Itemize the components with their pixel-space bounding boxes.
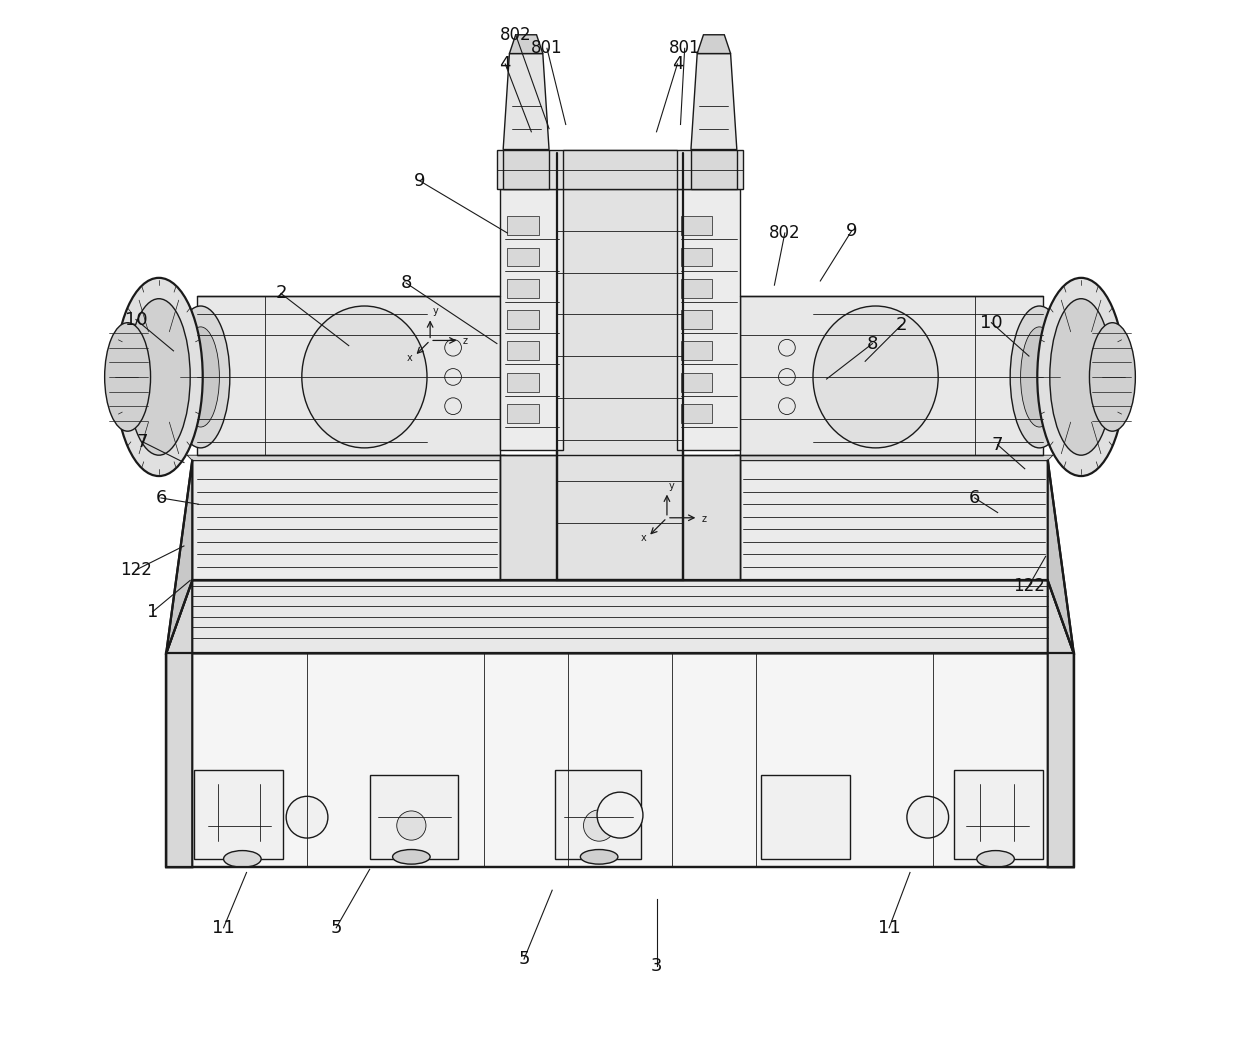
Ellipse shape — [1050, 299, 1112, 455]
Polygon shape — [740, 296, 1043, 455]
FancyBboxPatch shape — [691, 150, 737, 189]
Circle shape — [397, 811, 427, 840]
Ellipse shape — [171, 306, 229, 448]
FancyBboxPatch shape — [507, 311, 538, 328]
FancyBboxPatch shape — [681, 248, 712, 267]
Polygon shape — [500, 189, 563, 450]
Text: 8: 8 — [867, 335, 878, 353]
Polygon shape — [197, 296, 500, 455]
Ellipse shape — [1038, 278, 1125, 476]
Polygon shape — [503, 53, 549, 150]
Text: z: z — [702, 514, 707, 524]
Text: 4: 4 — [672, 55, 683, 73]
FancyBboxPatch shape — [761, 775, 849, 859]
Text: 6: 6 — [968, 488, 981, 507]
Circle shape — [286, 796, 327, 838]
Circle shape — [596, 792, 644, 838]
Polygon shape — [1048, 581, 1074, 867]
FancyBboxPatch shape — [681, 279, 712, 298]
Polygon shape — [510, 35, 543, 53]
FancyBboxPatch shape — [507, 372, 538, 391]
Ellipse shape — [1011, 306, 1069, 448]
Polygon shape — [166, 654, 1074, 867]
Polygon shape — [697, 35, 730, 53]
FancyBboxPatch shape — [507, 279, 538, 298]
Polygon shape — [187, 455, 505, 460]
Polygon shape — [740, 460, 1048, 581]
Ellipse shape — [115, 278, 202, 476]
FancyBboxPatch shape — [681, 311, 712, 328]
Text: 10: 10 — [125, 311, 148, 328]
Text: x: x — [641, 532, 646, 543]
Polygon shape — [677, 189, 740, 450]
Ellipse shape — [128, 299, 190, 455]
Text: 5: 5 — [518, 950, 529, 968]
Text: 801: 801 — [531, 40, 563, 58]
FancyBboxPatch shape — [370, 775, 459, 859]
Polygon shape — [192, 460, 500, 581]
Text: 801: 801 — [668, 40, 701, 58]
Polygon shape — [500, 455, 740, 581]
Text: y: y — [433, 306, 438, 316]
FancyBboxPatch shape — [681, 217, 712, 235]
Circle shape — [906, 796, 949, 838]
FancyBboxPatch shape — [681, 372, 712, 391]
FancyBboxPatch shape — [507, 404, 538, 423]
Text: x: x — [407, 354, 413, 363]
Text: y: y — [670, 480, 675, 491]
Text: 2: 2 — [897, 316, 908, 334]
Ellipse shape — [104, 323, 150, 431]
Text: 5: 5 — [331, 918, 342, 937]
Text: 11: 11 — [878, 918, 900, 937]
Text: 122: 122 — [120, 561, 151, 578]
Text: 7: 7 — [136, 433, 148, 451]
Text: 6: 6 — [155, 488, 166, 507]
Text: z: z — [463, 336, 467, 345]
Polygon shape — [1048, 460, 1074, 654]
Text: 4: 4 — [500, 55, 511, 73]
FancyBboxPatch shape — [954, 770, 1043, 859]
Polygon shape — [166, 581, 1074, 654]
Ellipse shape — [813, 306, 939, 448]
Polygon shape — [735, 455, 1053, 460]
FancyBboxPatch shape — [681, 341, 712, 360]
Text: 9: 9 — [414, 172, 425, 189]
Ellipse shape — [977, 850, 1014, 867]
Text: 8: 8 — [401, 274, 412, 292]
Polygon shape — [691, 53, 737, 150]
Polygon shape — [166, 581, 192, 867]
Text: 1: 1 — [148, 602, 159, 620]
Polygon shape — [563, 150, 677, 189]
Ellipse shape — [580, 849, 618, 864]
Polygon shape — [166, 460, 192, 654]
Text: 802: 802 — [500, 26, 532, 44]
Text: 7: 7 — [992, 436, 1003, 454]
FancyBboxPatch shape — [507, 341, 538, 360]
Text: 802: 802 — [769, 224, 801, 242]
FancyBboxPatch shape — [503, 150, 549, 189]
Ellipse shape — [182, 326, 219, 427]
FancyBboxPatch shape — [681, 404, 712, 423]
Text: 10: 10 — [980, 314, 1003, 332]
Polygon shape — [497, 150, 743, 189]
FancyBboxPatch shape — [556, 770, 641, 859]
Ellipse shape — [1090, 323, 1136, 431]
Text: 9: 9 — [846, 222, 857, 240]
FancyBboxPatch shape — [507, 248, 538, 267]
Ellipse shape — [1021, 326, 1058, 427]
Text: 3: 3 — [651, 957, 662, 975]
Circle shape — [584, 810, 615, 841]
FancyBboxPatch shape — [195, 770, 283, 859]
Text: 2: 2 — [275, 285, 286, 302]
Ellipse shape — [393, 849, 430, 864]
Text: 11: 11 — [212, 918, 234, 937]
Text: 122: 122 — [1013, 576, 1045, 594]
Polygon shape — [558, 153, 682, 581]
Ellipse shape — [301, 306, 427, 448]
Ellipse shape — [223, 850, 262, 867]
FancyBboxPatch shape — [507, 217, 538, 235]
